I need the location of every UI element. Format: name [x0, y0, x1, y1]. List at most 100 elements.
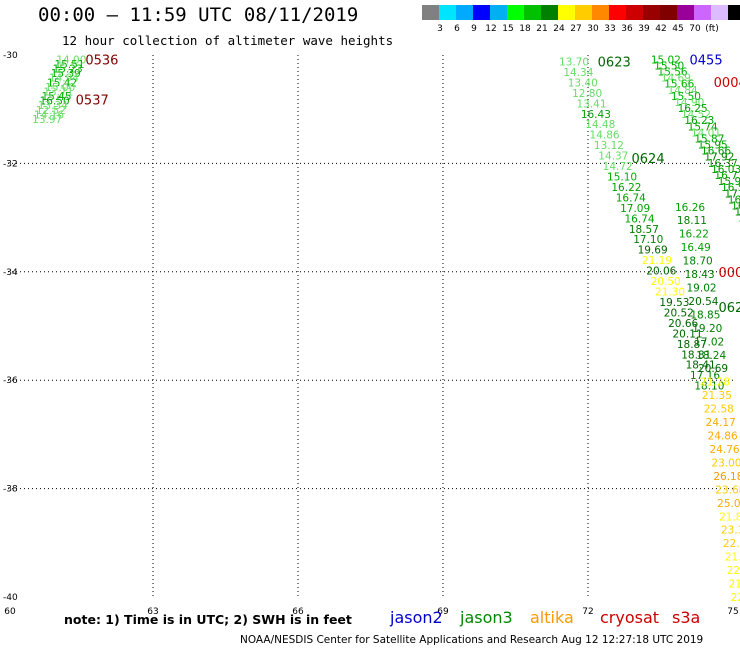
wave-height-value: 16.74	[624, 213, 654, 225]
wave-height-value: 22.12	[731, 592, 740, 604]
wave-height-value: 20.69	[698, 363, 728, 375]
wave-height-value: 20.11	[673, 328, 703, 340]
wave-height-value: 15.0	[738, 213, 740, 225]
legend-label: 9	[471, 24, 477, 34]
lon-tick-label: 60	[4, 607, 16, 617]
legend-swatch	[541, 5, 558, 20]
wave-height-value: 18.43	[685, 269, 715, 281]
pass-time-label: 0536	[85, 53, 118, 68]
wave-height-value: 16.26	[675, 202, 705, 214]
wave-height-value: 13.97	[32, 114, 62, 126]
satellite-s3a: s3a	[672, 608, 701, 627]
wave-height-value: 26.18	[713, 471, 740, 483]
wave-height-value: 16.43	[581, 109, 611, 121]
wave-height-value: 21.28	[700, 377, 730, 389]
wave-height-value: 15.91	[718, 176, 740, 188]
pass-time-label: 0004	[714, 76, 740, 91]
wave-height-value: 25.00	[717, 498, 740, 510]
legend-swatch	[507, 5, 524, 20]
wave-height-value: 21.30	[655, 287, 685, 299]
wave-height-value: 15.56	[658, 67, 688, 79]
wave-height-value: 19.69	[638, 245, 668, 257]
legend-label: 6	[454, 24, 460, 34]
legend-swatch	[439, 5, 456, 20]
satellite-altika: altika	[530, 608, 574, 627]
wave-height-value: 15.50	[671, 91, 701, 103]
wave-height-value: 24.76	[710, 444, 740, 456]
wave-height-value: 14.90	[674, 97, 704, 109]
wave-height-value: 16.22	[611, 182, 641, 194]
wave-height-value: 15.00	[45, 82, 75, 94]
legend-label: 42	[655, 24, 667, 34]
wave-height-value: 18.81	[681, 349, 711, 361]
wave-height-value: 13.12	[594, 140, 624, 152]
legend-label: 21	[536, 24, 548, 34]
legend-label: 12	[485, 24, 497, 34]
wave-height-value: 16.50	[40, 96, 70, 108]
wave-height-value: 18.41	[686, 360, 716, 372]
wave-height-value: 21.86	[719, 511, 740, 523]
wave-height-value: 21.35	[702, 390, 732, 402]
wave-height-value: 18.24	[696, 350, 726, 362]
wave-height-value: 18.57	[629, 224, 659, 236]
footer-credit: NOAA/NESDIS Center for Satellite Applica…	[240, 634, 704, 646]
wave-height-value: 16.37	[708, 158, 738, 170]
legend-label: 24	[553, 24, 565, 34]
lat-tick-label: -34	[3, 268, 18, 278]
wave-height-value: 18.70	[683, 256, 713, 268]
wave-height-value: 21.19	[642, 255, 672, 267]
wave-height-value: 13.71	[43, 86, 73, 98]
wave-height-value: 14.37	[598, 151, 628, 163]
wave-height-value: 16.68	[728, 194, 740, 206]
wave-height-value: 24.86	[708, 431, 738, 443]
legend-label: 36	[621, 24, 633, 34]
legend-swatch	[524, 5, 541, 20]
wave-height-value: 22.44	[727, 565, 740, 577]
satellite-cryosat: cryosat	[600, 608, 660, 627]
legend-swatch	[626, 5, 643, 20]
wave-height-value: 16.22	[679, 229, 709, 241]
wave-height-value: 22.57	[723, 538, 740, 550]
legend-label: (ft)	[705, 24, 719, 34]
wave-height-value: 19.02	[687, 282, 717, 294]
legend-swatch	[711, 5, 728, 20]
wave-height-value: 15.50	[654, 60, 684, 72]
wave-height-value: 14.84	[668, 85, 698, 97]
wave-height-value: 16.55	[721, 182, 740, 194]
legend-label: 39	[638, 24, 650, 34]
wave-height-value: 15.95	[698, 140, 728, 152]
wave-height-value: 16.73	[714, 170, 740, 182]
wave-height-value: 14.94	[49, 73, 79, 85]
wave-height-value: 16.66	[731, 200, 740, 212]
wave-height-value: 17.02	[694, 336, 724, 348]
legend-label: 18	[519, 24, 531, 34]
wave-height-value: 16.23	[684, 115, 714, 127]
pass-time-label: 0623	[598, 56, 631, 71]
wave-height-value: 16.66	[701, 146, 731, 158]
wave-height-value: 13.41	[576, 98, 606, 110]
wave-height-value: 15.87	[694, 133, 724, 145]
legend-swatch	[694, 5, 711, 20]
wave-height-value: 14.01	[691, 127, 721, 139]
wave-height-value: 14.48	[585, 119, 615, 131]
pass-time-label: 0624	[632, 152, 665, 167]
legend-label: 27	[570, 24, 582, 34]
wave-height-value: 21.47	[729, 579, 740, 591]
pass-time-label: 0537	[76, 93, 109, 108]
lon-tick-label: 63	[147, 607, 158, 617]
lat-tick-label: -36	[3, 376, 18, 386]
wave-height-value: 23.68	[715, 484, 740, 496]
wave-height-value: 18.11	[677, 215, 707, 227]
wave-height-value: 14.52	[681, 109, 711, 121]
wave-height-value: 23.00	[711, 457, 740, 469]
wave-height-value: 23.32	[721, 525, 740, 537]
lon-tick-label: 66	[292, 607, 304, 617]
wave-height-value: 20.06	[646, 266, 676, 278]
legend-swatch	[473, 5, 490, 20]
legend-swatch	[592, 5, 609, 20]
wave-height-value: 14.72	[603, 161, 633, 173]
wave-height-value: 14.00	[56, 54, 86, 66]
wave-height-value: 19.53	[659, 297, 689, 309]
wave-height-value: 13.40	[568, 77, 598, 89]
